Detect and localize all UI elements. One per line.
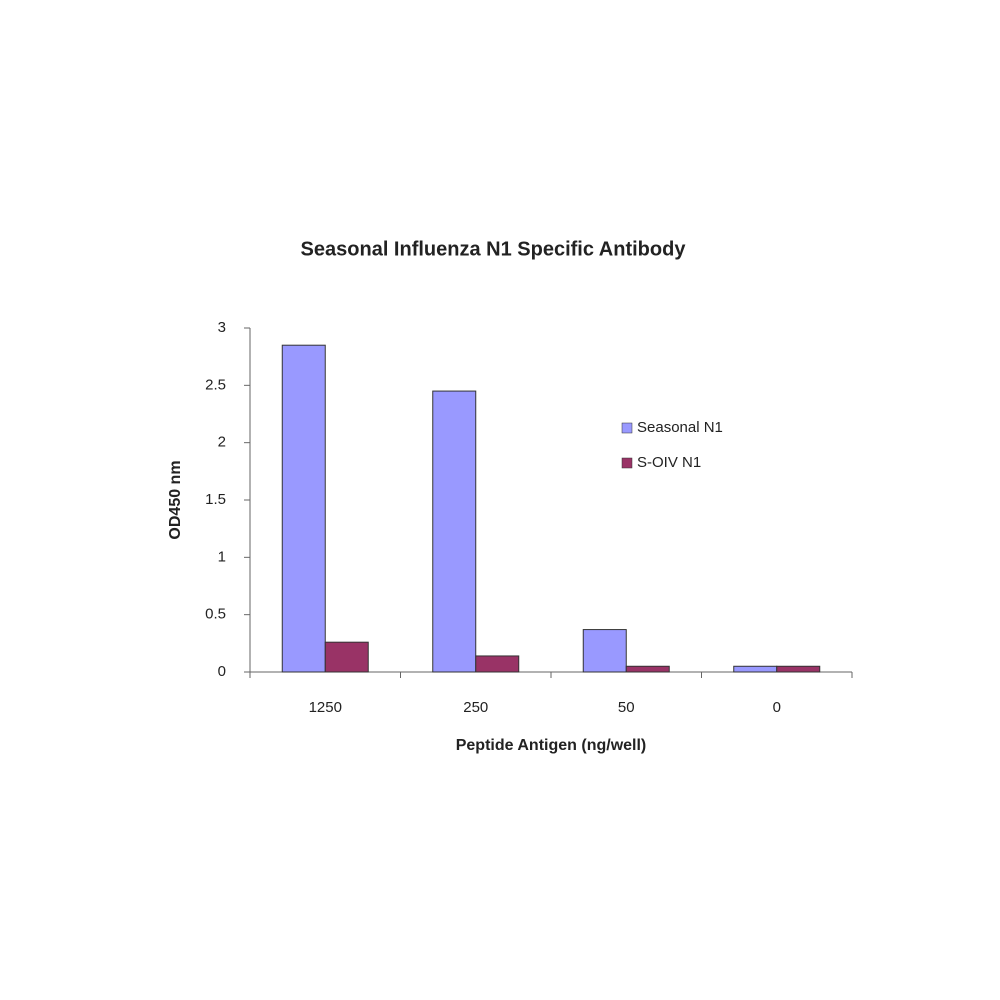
bar	[475, 655, 520, 673]
bar	[281, 344, 326, 673]
bar	[432, 390, 477, 673]
bar	[625, 665, 670, 673]
y-tick-label: 1	[218, 548, 226, 565]
legend-label: S-OIV N1	[637, 454, 701, 471]
chart-title: Seasonal Influenza N1 Specific Antibody	[301, 238, 687, 260]
y-tick-label: 3	[218, 319, 226, 336]
legend-label: Seasonal N1	[637, 419, 723, 436]
x-axis-label: Peptide Antigen (ng/well)	[456, 737, 647, 754]
x-tick-label: 1250	[309, 699, 342, 716]
x-tick-label: 250	[463, 699, 488, 716]
y-axis-label: OD450 nm	[167, 460, 184, 539]
y-tick-label: 0	[218, 663, 226, 680]
bar	[733, 665, 778, 673]
bar	[582, 629, 627, 673]
y-tick-label: 2	[218, 434, 226, 451]
y-tick-label: 2.5	[205, 376, 226, 393]
x-tick-label: 0	[773, 699, 781, 716]
y-tick-label: 1.5	[205, 491, 226, 508]
legend-swatch	[621, 422, 633, 434]
bar	[324, 641, 369, 673]
x-tick-label: 50	[618, 699, 635, 716]
bar	[776, 665, 821, 673]
y-tick-label: 0.5	[205, 606, 226, 623]
legend-swatch	[621, 457, 633, 469]
